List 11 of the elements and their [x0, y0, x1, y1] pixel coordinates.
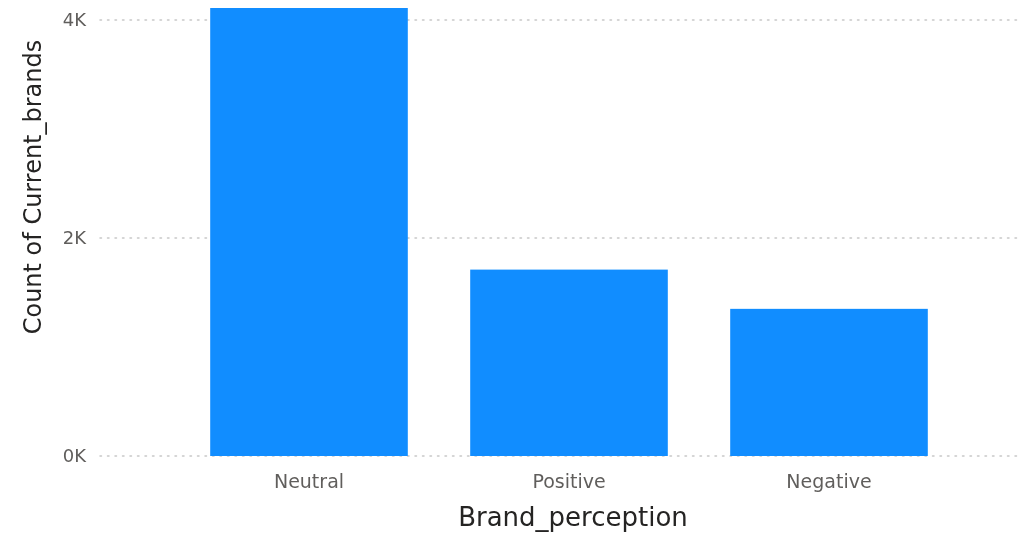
y-axis-title: Count of Current_brands	[19, 39, 47, 335]
bar	[210, 8, 408, 456]
y-tick-label: 4K	[62, 9, 88, 31]
bar	[470, 269, 668, 456]
x-tick-label: Positive	[532, 470, 606, 492]
y-tick-label: 2K	[62, 227, 88, 249]
x-tick-label: Neutral	[273, 470, 345, 492]
x-axis-title: Brand_perception	[458, 502, 688, 532]
bar	[730, 308, 928, 456]
x-tick-label: Negative	[786, 470, 872, 492]
y-tick-label: 0K	[62, 445, 88, 467]
